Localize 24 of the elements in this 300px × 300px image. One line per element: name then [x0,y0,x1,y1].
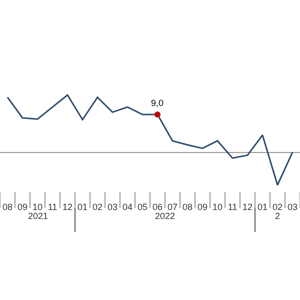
x-tick-label: 11 [228,202,238,212]
text: 2 [275,211,280,221]
x-tick-label: 12 [242,202,253,212]
x-tick-label: 03 [287,202,298,212]
x-tick-label: 04 [122,202,133,212]
x-tick-label: 10 [32,202,43,212]
x-tick-label: 01 [257,202,268,212]
x-tick-label: 09 [17,202,28,212]
x-tick-label: 10 [212,202,223,212]
x-tick-label: 08 [182,202,193,212]
annotation: 9,0 [151,98,164,108]
x-tick-label: 02 [272,202,283,212]
x-tick-label: 02 [92,202,103,212]
x-tick-label: 09 [197,202,208,212]
x-tick-label: 01 [77,202,88,212]
x-tick-label: 06 [152,202,163,212]
text: 2022 [155,211,176,221]
x-tick-label: 11 [48,202,58,212]
x-tick-label: 03 [107,202,118,212]
text: 2021 [28,211,48,221]
x-tick-label: 12 [62,202,73,212]
x-tick-label: 05 [137,202,148,212]
x-tick-label: 07 [167,202,178,212]
x-tick-label: 08 [2,202,13,212]
